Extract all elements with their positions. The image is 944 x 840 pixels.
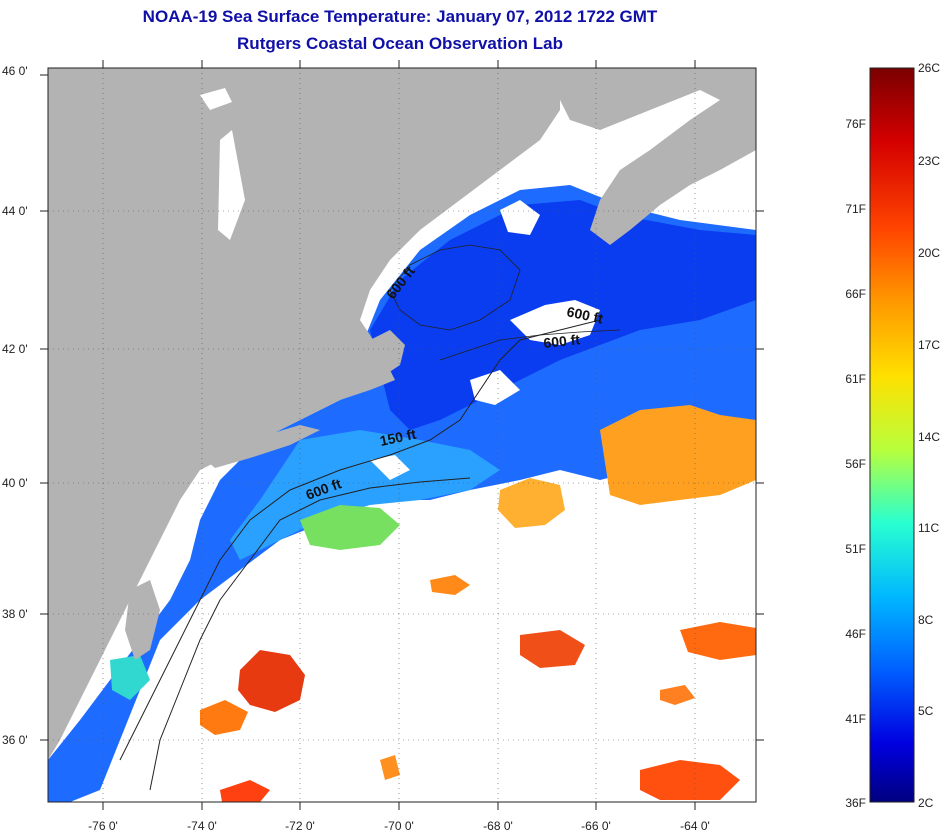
contour-label-150: 150 ft (378, 426, 417, 449)
contour-label-ne: 600 ft (565, 303, 604, 326)
grid (48, 68, 756, 802)
colorbar-f-41: 41F (845, 712, 866, 726)
warm-patch-ne (680, 622, 756, 660)
colorbar-c-26: 26C (918, 61, 940, 75)
lat-label-42: 42 0' (2, 342, 28, 356)
land-long-island (200, 425, 320, 468)
lat-label-44: 44 0' (2, 204, 28, 218)
map-panel (48, 68, 756, 802)
warm-eddy-east (600, 405, 756, 505)
colorbar-c-20: 20C (918, 246, 940, 260)
lon-label-64: -64 0' (680, 819, 710, 833)
colorbar-f-56: 56F (845, 457, 866, 471)
colorbar-c-2: 2C (918, 796, 934, 810)
map-frame (47, 67, 757, 803)
lat-label-46: 46 0' (2, 64, 28, 78)
shelf-coastal-south (110, 655, 150, 700)
cloud-patch-4 (370, 455, 410, 480)
colorbar-f-46: 46F (845, 627, 866, 641)
lat-label-36: 36 0' (2, 733, 28, 747)
colorbar-c-23: 23C (918, 154, 940, 168)
colorbar-f-66: 66F (845, 287, 866, 301)
map-subtitle: Rutgers Coastal Ocean Observation Lab (237, 34, 563, 53)
contour-gom (389, 244, 521, 331)
colorbar (869, 67, 915, 803)
colorbar-c-5: 5C (918, 704, 934, 718)
land-delmarva (125, 580, 160, 660)
lat-label-40: 40 0' (2, 476, 28, 490)
colorbar-f-71: 71F (845, 202, 866, 216)
lon-label-68: -68 0' (483, 819, 513, 833)
colorbar-c-17: 17C (918, 338, 940, 352)
lon-label-66: -66 0' (581, 819, 611, 833)
colorbar-c-8: 8C (918, 613, 934, 627)
land-new-england (48, 68, 560, 760)
colorbar-c-11: 11C (918, 521, 939, 535)
warm-patch-se (520, 630, 585, 668)
cloud-patch-1 (510, 300, 600, 345)
cloud-patch-6 (200, 88, 232, 110)
colorbar-f-36: 36F (845, 796, 866, 810)
warm-patch-ssw (640, 760, 740, 800)
cloud-patch-2 (500, 200, 540, 235)
contour-label-e: 600 ft (543, 331, 581, 351)
contour-150ft (119, 319, 601, 761)
cloud-patch-7 (218, 130, 245, 240)
warm-patch-sw (220, 780, 270, 802)
scatter-warm-3 (380, 755, 400, 780)
colorbar-c-14: 14C (918, 430, 940, 444)
land-nova-scotia (560, 68, 756, 245)
lon-label-74: -74 0' (187, 819, 217, 833)
warm-eddy-mid (498, 478, 565, 528)
scatter-warm-2 (660, 685, 695, 705)
lon-label-70: -70 0' (384, 819, 414, 833)
cloud-patch-5 (560, 140, 620, 175)
colorbar-f-61: 61F (845, 372, 866, 386)
scatter-warm-1 (430, 575, 470, 595)
lon-label-76: -76 0' (88, 819, 118, 833)
land-cape-cod (370, 330, 405, 375)
slope-water-green (300, 505, 400, 550)
colorbar-f-51: 51F (845, 542, 866, 556)
cloud-patch-3 (470, 370, 520, 405)
map-title: NOAA-19 Sea Surface Temperature: January… (142, 7, 658, 26)
lon-label-72: -72 0' (285, 819, 315, 833)
colorbar-f-76: 76F (845, 117, 866, 131)
warm-patch-south-2 (200, 700, 248, 735)
lat-label-38: 38 0' (2, 607, 28, 621)
warm-patch-south (238, 650, 305, 712)
contour-gom-2 (439, 329, 621, 361)
axis-ticks (40, 60, 764, 810)
inshore-mid-water (230, 430, 500, 560)
contour-600ft (149, 477, 471, 791)
